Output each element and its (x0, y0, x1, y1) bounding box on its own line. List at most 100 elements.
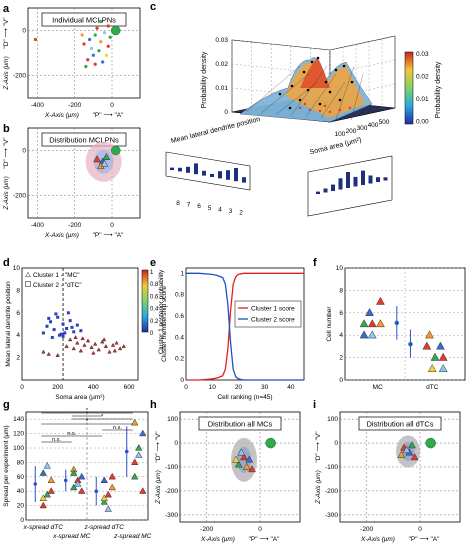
soma-marker (110, 145, 121, 156)
colorbar (404, 51, 414, 125)
z-tick-label: 0 (224, 109, 228, 116)
surface-peak-top (300, 58, 330, 88)
data-point (93, 62, 97, 66)
lateral-axis-label: Mean lateral dendrite position (170, 116, 261, 145)
cluster1-point (121, 343, 126, 348)
surface-data-point (338, 98, 342, 102)
legend-entry: Cluster 1 - "MC" (33, 272, 80, 279)
group-point (43, 490, 51, 498)
group-mean (63, 478, 68, 483)
mc-point (359, 330, 369, 339)
y-tick-label: 10 (336, 265, 344, 272)
marginal-bar (218, 171, 222, 179)
floor-data-point (323, 104, 327, 108)
cluster1-point (103, 343, 109, 348)
data-point (242, 462, 251, 470)
z-tick-label: 0.03 (215, 37, 228, 44)
cluster2-point (75, 323, 79, 327)
panel-letter-e: e (150, 257, 156, 269)
lateral-tick-label: 4 (218, 206, 222, 213)
plot-frame (27, 127, 141, 219)
data-point (234, 460, 243, 468)
mesh-line (245, 65, 301, 113)
colorbar-label: Probability density (435, 61, 442, 118)
dtc-point (438, 352, 448, 361)
legend-triangle (25, 271, 31, 278)
cluster2-point (59, 332, 63, 336)
cluster1-point (96, 347, 101, 352)
mesh-line (275, 81, 319, 115)
data-point (408, 441, 416, 449)
y-tick-label: 1 (180, 270, 184, 277)
data-point (237, 448, 246, 456)
cluster2-point (50, 335, 54, 339)
soma-axis-label: Soma area (μm²) (309, 137, 362, 157)
y-direction-label: "D" ⟶ "V" (315, 431, 322, 463)
marginal-bar (170, 167, 174, 170)
surface-data-point (288, 106, 292, 110)
lateral-tick-label: 8 (176, 200, 180, 207)
series-line-2 (186, 272, 304, 381)
marginal-bar (316, 191, 320, 194)
panel-title: Distribution MCLPNs (49, 136, 119, 145)
x-direction-label: "P" ⟶ "A" (93, 112, 125, 119)
data-point (106, 44, 110, 48)
x-direction-label: "P" ⟶ "A" (409, 536, 441, 543)
surface-data-point (316, 56, 320, 60)
grid-line (329, 35, 396, 51)
soma-tick-label: 300 (357, 125, 368, 132)
y-tick-label: 20 (17, 503, 25, 510)
group-label: x-spread dTC (23, 524, 64, 531)
y-tick-label: 60 (17, 474, 25, 481)
data-point (95, 26, 99, 30)
floor-data-point (303, 102, 307, 106)
legend-square (25, 281, 31, 287)
soma-tick-label: 100 (335, 131, 346, 138)
legend-entry: Cluster 2 - "dTC" (33, 282, 82, 289)
group-point (100, 494, 108, 501)
surface-data-point (310, 60, 314, 64)
dtc-point (436, 341, 445, 350)
y-tick-label: -100 (325, 464, 338, 471)
group-point (70, 483, 78, 491)
floor-data-point (348, 106, 352, 110)
y-tick-label: 0 (22, 148, 26, 155)
x-tick-label: -200 (360, 526, 373, 533)
marginal-bar (383, 177, 388, 181)
marginal-bar (346, 172, 350, 188)
data-point (102, 31, 107, 35)
panel-letter-f: f (313, 257, 317, 269)
cluster1-point (41, 349, 46, 354)
cluster1-point (117, 346, 123, 351)
cluster2-point (52, 328, 56, 332)
soma-tick-label: 400 (368, 122, 379, 129)
x-axis-label: Cell ranking (n=45) (217, 394, 272, 401)
significance-label: * (86, 411, 89, 417)
group-point (104, 490, 112, 498)
marginal-bar (353, 176, 358, 187)
colorbar-tick-label: 0.6 (150, 294, 159, 300)
surface-data-point (334, 68, 338, 72)
data-point (108, 35, 112, 39)
lateral-tick-label: 7 (187, 202, 191, 209)
group-point (74, 479, 82, 487)
group-label: z-spread MC (113, 533, 152, 540)
cluster1-point (75, 340, 80, 345)
panel-letter-h: h (150, 399, 157, 411)
y-direction-label: "D" ⟶ "V" (155, 431, 162, 463)
x-axis-label: X-Axis (μm) (44, 232, 79, 239)
x-tick-label: 600 (124, 384, 135, 391)
y-tick-label: -300 (165, 512, 178, 519)
surface-data-point (324, 80, 328, 84)
group-point (100, 476, 108, 483)
cluster2-point (47, 316, 51, 320)
cluster1-point (73, 335, 78, 339)
grid-line (231, 63, 331, 75)
lateral-tick-label: 3 (229, 208, 233, 215)
y-tick-label: 8 (339, 287, 343, 294)
y-tick-label: 6 (339, 310, 343, 317)
mc-point (367, 330, 377, 339)
data-point (89, 46, 94, 51)
group-point (131, 418, 139, 426)
